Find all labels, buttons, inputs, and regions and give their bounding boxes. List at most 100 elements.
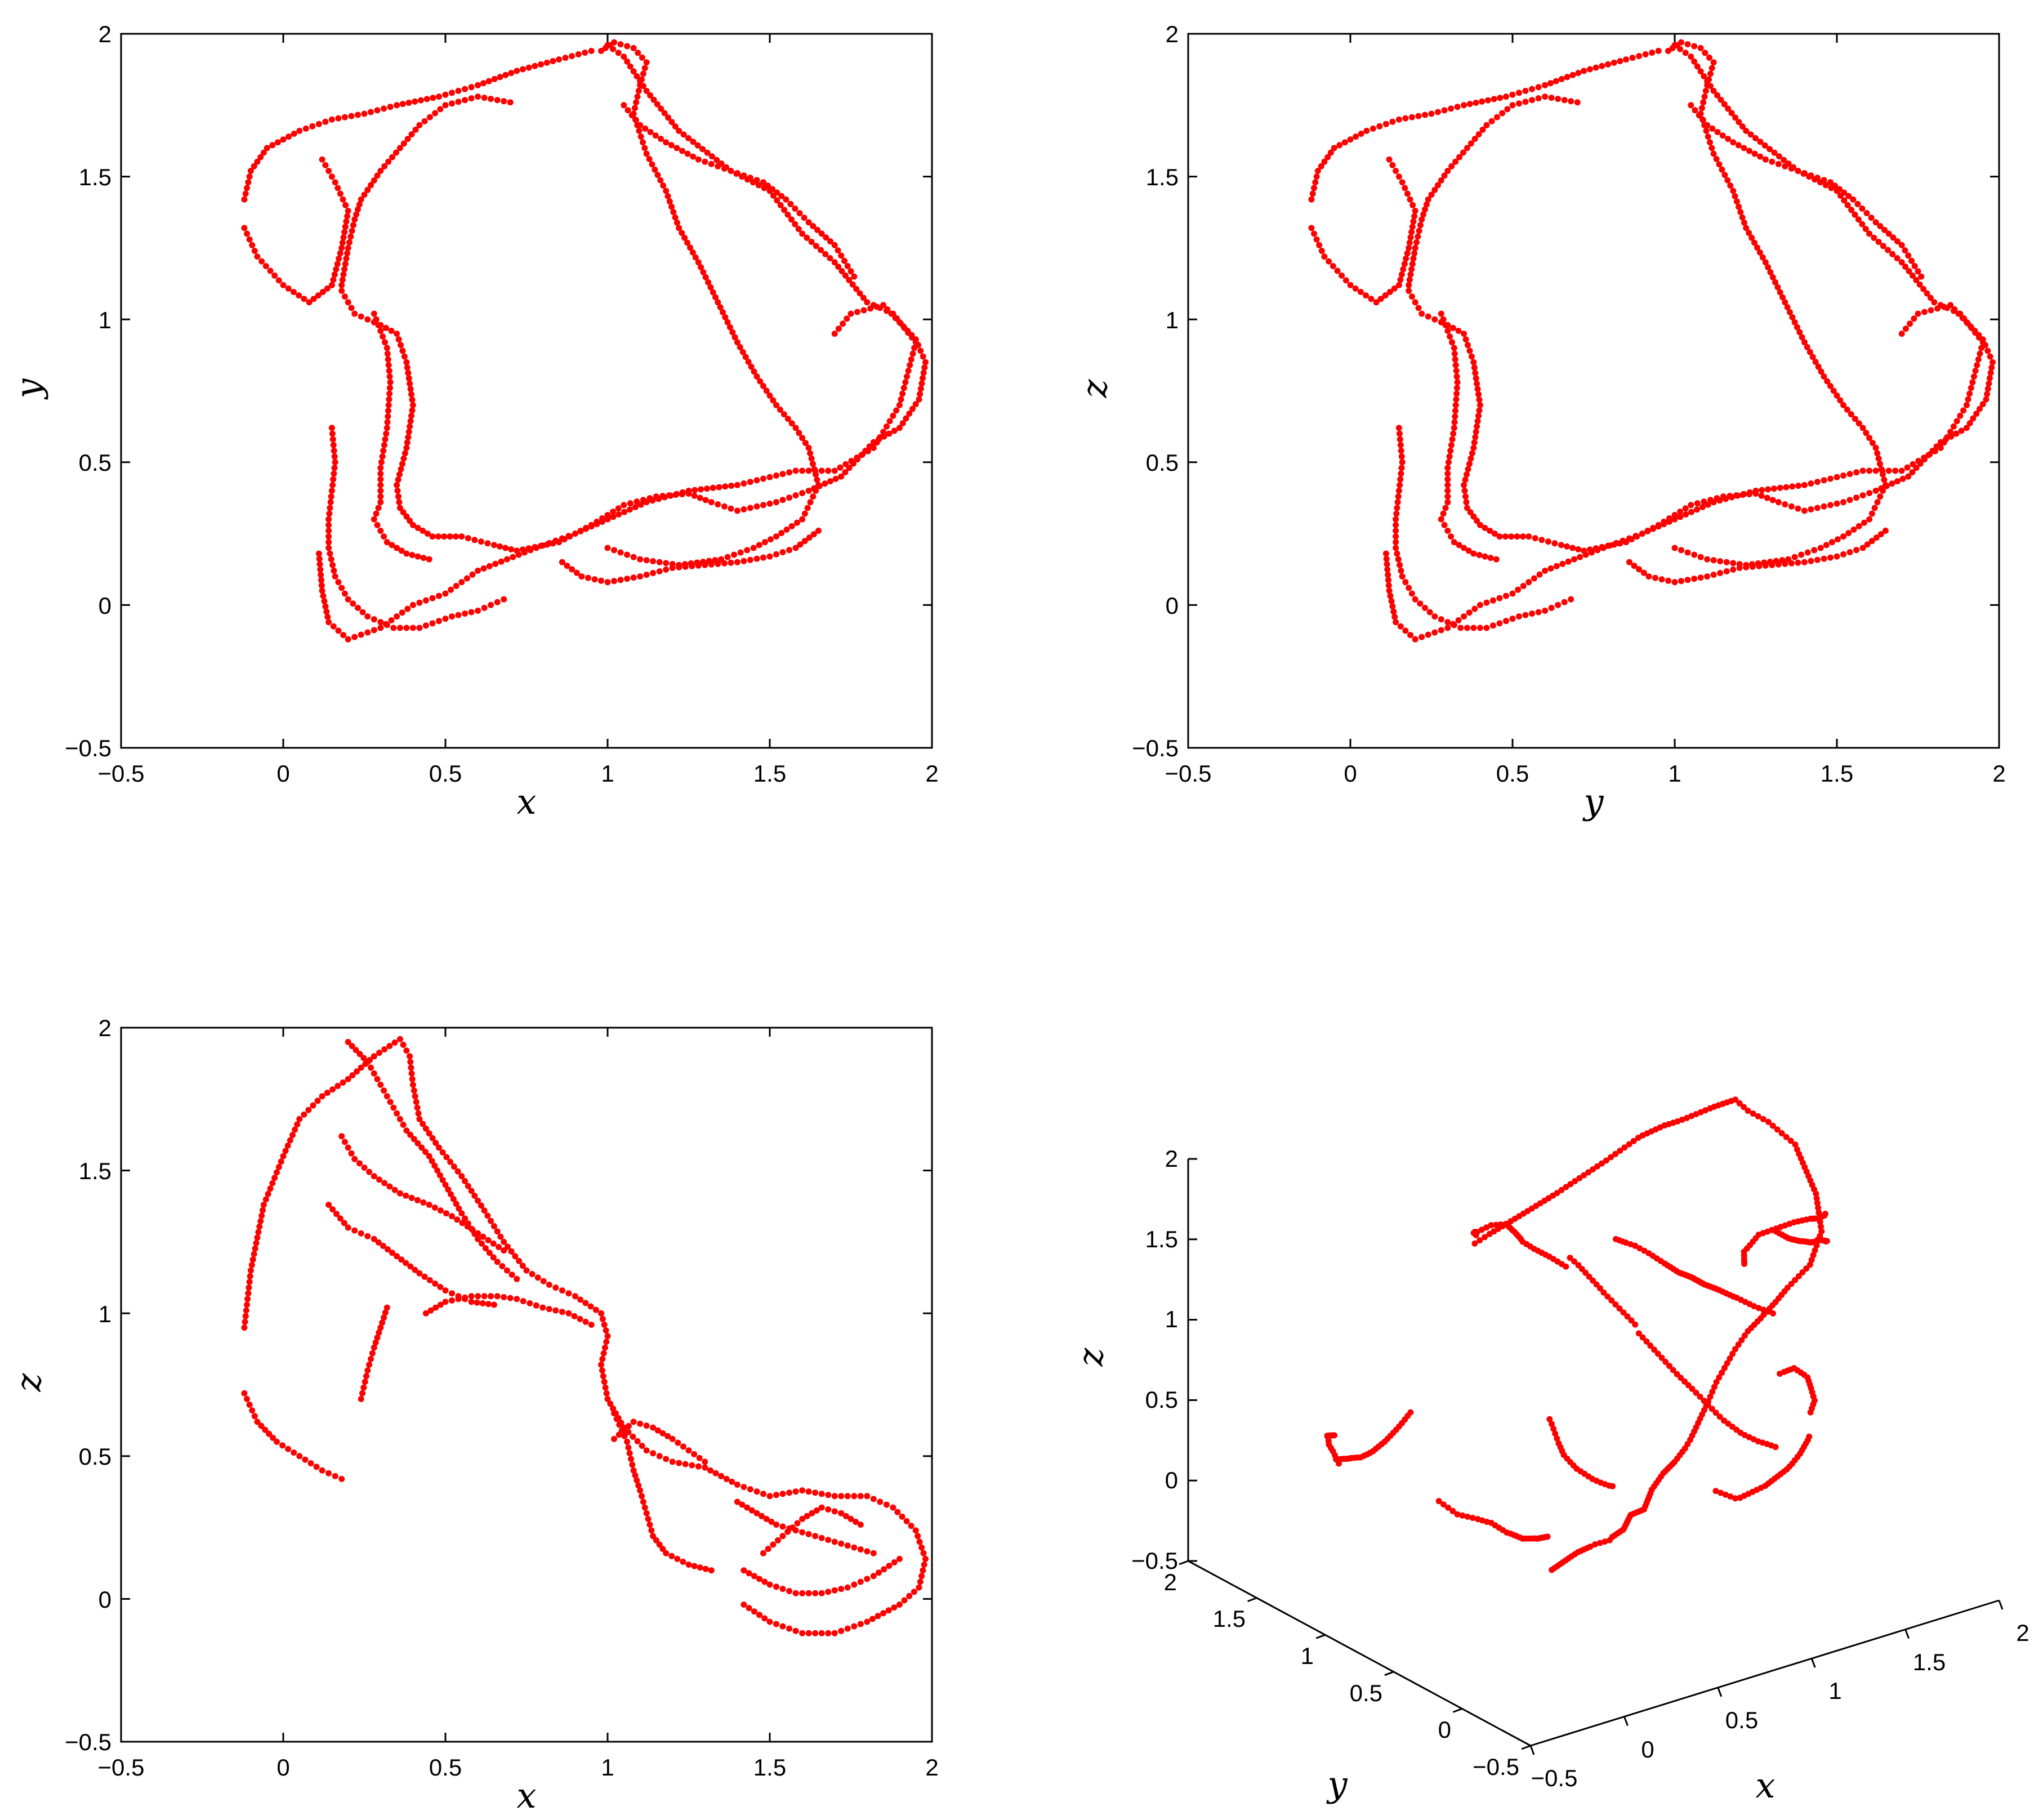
data-point [779,497,786,503]
data-point [1764,494,1770,501]
data-point [417,97,424,104]
data-point [891,1604,898,1611]
data-point [792,1488,799,1495]
data-point [1496,620,1503,627]
data-point-3d [1765,1308,1772,1315]
data-point [1393,619,1399,626]
data-point [539,1304,546,1311]
data-point [328,556,334,563]
data-point [805,1590,812,1596]
data-point [1834,392,1840,399]
data-point [877,1498,884,1505]
data-point [1700,99,1707,106]
data-point [529,1271,536,1277]
data-point [668,119,675,126]
data-point [799,230,806,237]
data-point [324,1090,331,1096]
data-point [343,255,350,262]
data-point [1723,559,1730,565]
data-point [628,112,635,119]
data-point [1840,551,1846,557]
data-point [1477,402,1483,408]
data-point [320,592,327,599]
data-point [634,1438,641,1444]
data-point [804,234,810,241]
data-point [1477,521,1483,528]
data-point [333,1211,340,1217]
y-tick-label: −0.5 [1473,1754,1519,1780]
data-point [1971,328,1978,334]
data-point [896,1555,903,1562]
data-point [356,1160,363,1167]
data-point [464,1223,471,1230]
data-point [634,93,641,100]
data-point [1846,549,1853,556]
data-point [1806,349,1813,355]
data-point [1739,214,1746,221]
data-point [377,493,384,500]
data-point [767,536,774,543]
data-point [835,325,842,332]
data-point [519,546,526,553]
data-point [249,1407,256,1414]
y-tick-label: 0 [99,592,111,619]
data-point [399,609,405,616]
y-tick-label: 1.5 [1146,164,1179,190]
data-point [1453,373,1460,380]
data-point [658,136,664,142]
data-point [490,1301,497,1308]
axis-tick [1179,1560,1189,1565]
data-point [723,1475,730,1482]
data-point [1969,379,1976,386]
data-point [416,1116,423,1122]
data-point [1438,627,1444,634]
data-point [1834,553,1840,560]
data-point [1982,342,1988,349]
y-tick-label: 1.5 [1213,1605,1246,1632]
data-point [396,1036,403,1042]
data-point [841,257,847,264]
data-point [1548,605,1555,611]
data-point [310,296,317,302]
data-point [823,234,829,241]
data-point [361,110,368,117]
data-point [708,499,715,506]
data-point [254,253,261,260]
data-point [912,336,919,343]
data-point [403,1260,409,1266]
data-point [699,146,706,153]
data-point [1555,96,1562,102]
data-point [1650,525,1657,531]
data-point [1473,429,1479,435]
data-point [906,411,913,417]
data-point [1917,460,1924,467]
data-point [1791,554,1798,560]
data-point [345,636,351,643]
data-point [514,1275,520,1282]
data-point [565,1290,572,1297]
data-point [388,328,395,334]
data-point [761,1615,768,1622]
data-point [321,598,328,605]
data-point [552,1284,559,1291]
data-point [453,583,460,590]
data-point [1957,412,1964,419]
data-point [915,1533,921,1540]
data-point [561,536,568,543]
data-point [793,519,800,526]
data-point [337,250,344,257]
data-point [1769,158,1776,165]
data-point [1452,408,1458,414]
data-point [1871,234,1877,241]
data-point-3d [1612,1301,1619,1308]
data-point [792,221,799,227]
data-point [611,1435,617,1442]
data-point [389,1250,395,1256]
data-point [1859,492,1866,499]
data-point [407,1131,414,1138]
data-point-3d [1578,1266,1585,1272]
data-point [1529,86,1536,92]
data-point [796,210,803,216]
data-point [810,531,817,538]
data-point [249,242,256,248]
